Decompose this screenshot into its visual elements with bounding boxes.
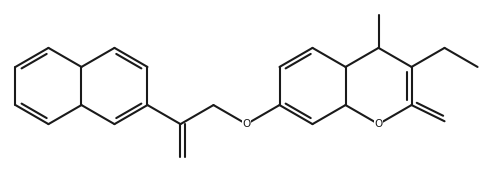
Text: O: O <box>243 119 250 129</box>
Text: O: O <box>374 119 383 129</box>
Text: O: O <box>243 119 250 129</box>
